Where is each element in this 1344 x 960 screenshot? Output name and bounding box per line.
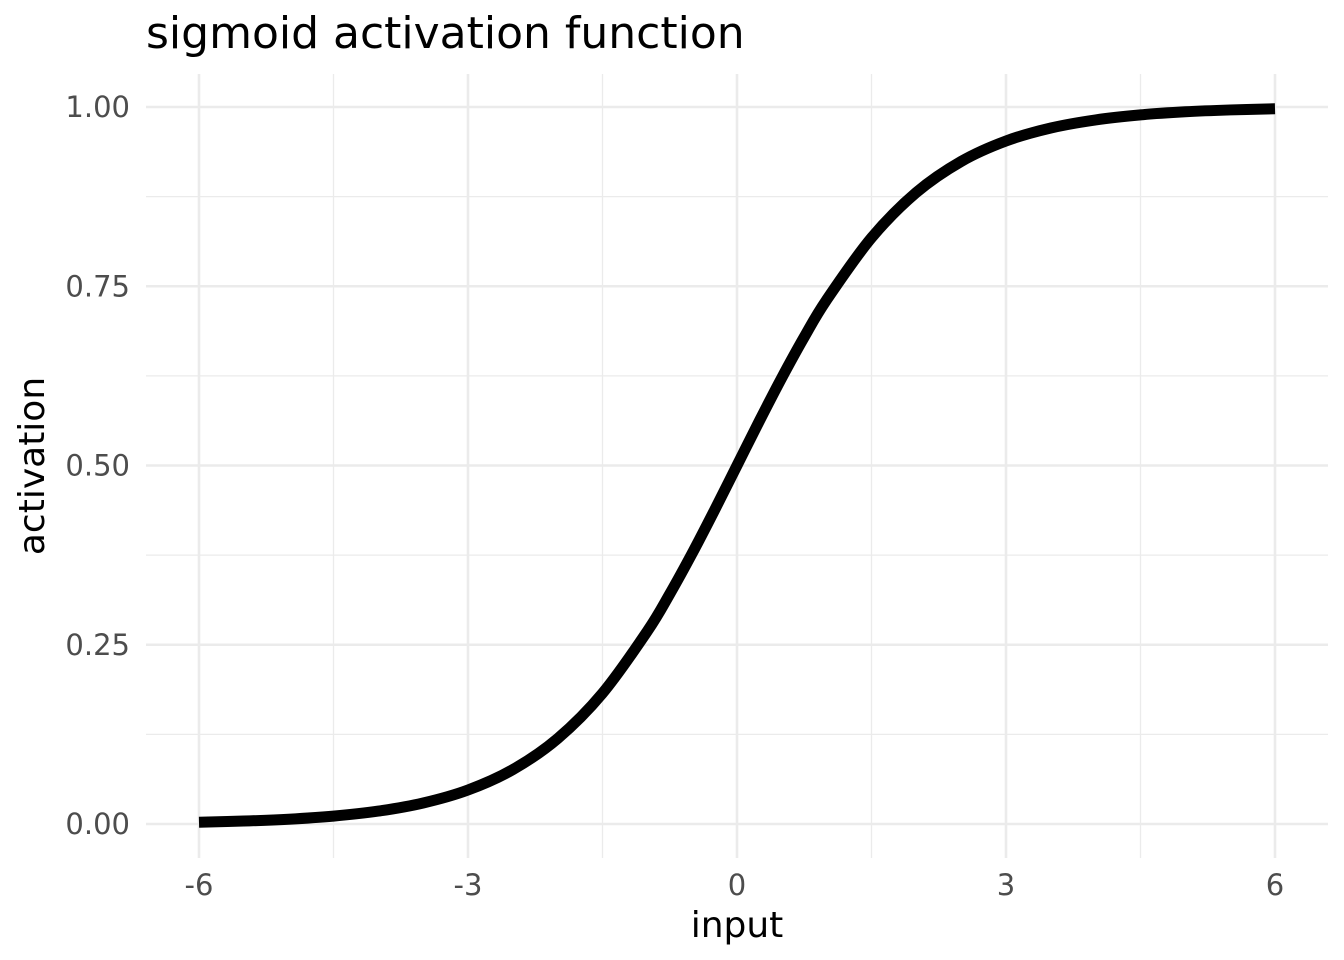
major-gridlines xyxy=(146,74,1328,858)
y-tick-label: 0.50 xyxy=(65,449,130,483)
y-tick-label: 0.00 xyxy=(65,807,130,841)
y-tick-label: 1.00 xyxy=(65,90,130,124)
y-tick-label: 0.75 xyxy=(65,269,130,303)
chart-title: sigmoid activation function xyxy=(146,8,745,59)
x-tick-label: 0 xyxy=(728,868,746,902)
x-axis-title: input xyxy=(691,905,784,946)
sigmoid-curve xyxy=(198,103,1276,828)
x-tick-label: -6 xyxy=(185,868,214,902)
x-tick-label: -3 xyxy=(454,868,483,902)
x-tick-label: 3 xyxy=(997,868,1015,902)
x-axis-ticks: -6 -3 0 3 6 xyxy=(185,868,1285,902)
y-axis-title: activation xyxy=(12,377,53,555)
y-axis-ticks: 0.00 0.25 0.50 0.75 1.00 xyxy=(65,90,130,841)
y-tick-label: 0.25 xyxy=(65,628,130,662)
x-tick-label: 6 xyxy=(1266,868,1284,902)
